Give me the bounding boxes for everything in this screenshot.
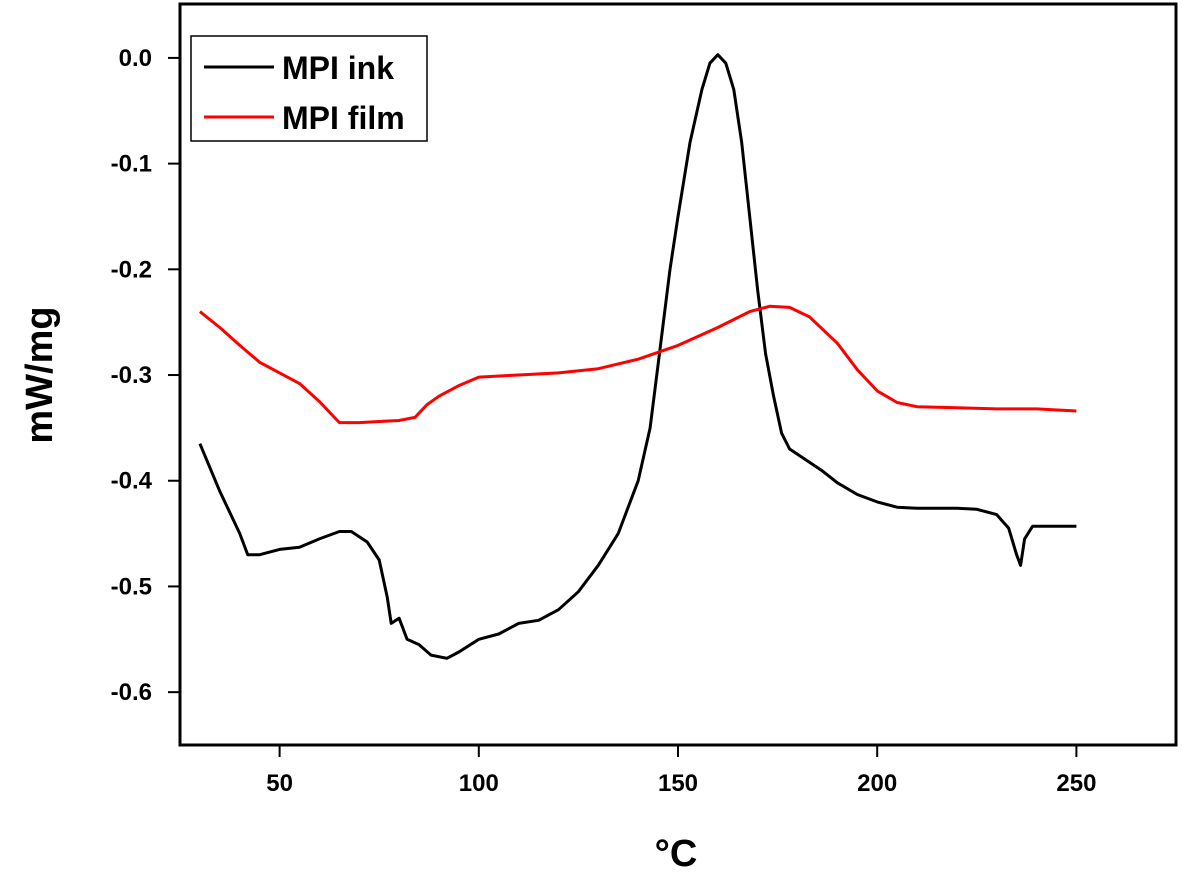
x-axis: 50 100 150 200 250 [266, 745, 1096, 797]
y-tick-label: -0.4 [111, 468, 153, 495]
legend-label-ink: MPI ink [282, 50, 394, 86]
y-tick-label: -0.6 [111, 679, 152, 706]
x-tick-label: 200 [857, 770, 897, 797]
x-tick-label: 150 [658, 770, 698, 797]
y-axis-label: mW/mg [19, 306, 61, 443]
y-axis: 0.0 -0.1 -0.2 -0.3 -0.4 -0.5 -0.6 [111, 45, 180, 706]
y-tick-label: -0.2 [111, 256, 152, 283]
series-layer [198, 53, 1077, 660]
legend: MPI ink MPI film [190, 35, 428, 142]
x-tick-label: 100 [459, 770, 499, 797]
x-axis-label: °C [655, 833, 698, 872]
legend-box [190, 35, 428, 142]
y-tick-label: -0.5 [111, 573, 152, 600]
series-line-mpi-film [198, 304, 1077, 425]
x-tick-label: 250 [1056, 770, 1096, 797]
y-tick-label: -0.1 [111, 151, 152, 178]
x-tick-label: 50 [266, 770, 293, 797]
series-line-mpi-ink [198, 53, 1077, 660]
legend-label-film: MPI film [282, 100, 405, 136]
y-tick-label: -0.3 [111, 362, 152, 389]
y-tick-label: 0.0 [119, 45, 152, 72]
